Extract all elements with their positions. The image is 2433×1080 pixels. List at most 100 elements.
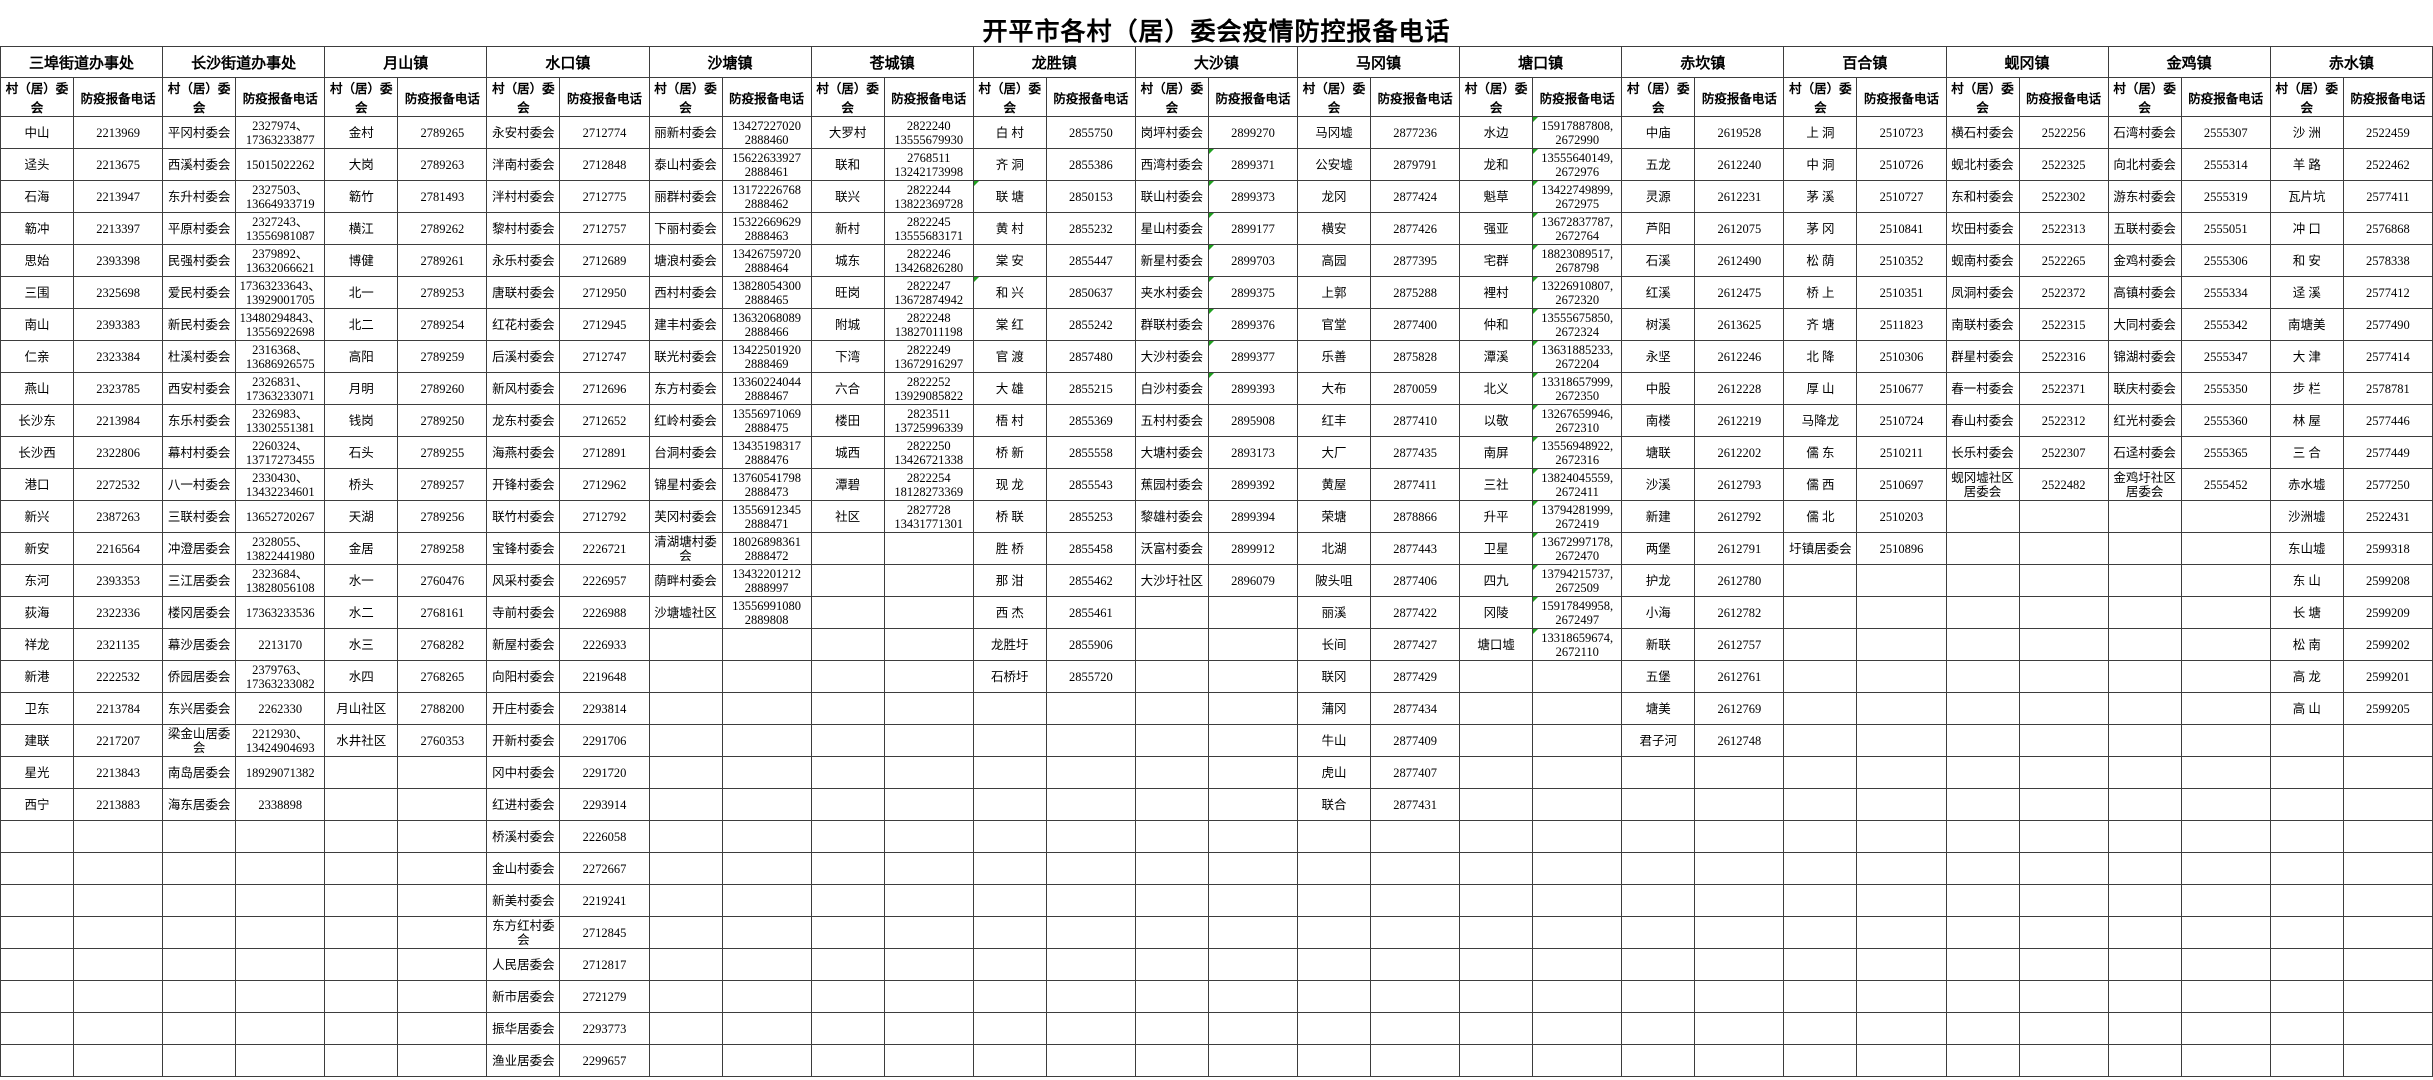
town-header: 龙胜镇 [972,46,1136,78]
village-cell [1783,980,1858,1013]
village-cell [972,948,1047,981]
phone-cell [721,820,812,853]
village-cell [972,820,1047,853]
phone-cell: 2213170 [235,628,326,661]
village-cell [1621,820,1696,853]
town-header: 金鸡镇 [2107,46,2271,78]
phone-cell [2180,852,2271,885]
village-cell: 现 龙 [972,468,1047,501]
phone-cell [1045,724,1136,757]
village-header-cell: 村（居）委会 [972,77,1047,117]
phone-cell: 2896079 [1207,564,1299,597]
phone-cell: 2789263 [397,148,488,181]
phone-cell [1856,820,1947,853]
phone-cell: 2510723 [1856,116,1947,149]
phone-cell [2342,820,2433,853]
table-row: 西宁 2213883 海东居委会 2338898 红进村委会 2293914 联合 28774… [0,788,2433,821]
phone-cell [721,852,812,885]
phone-cell: 13555640149, 2672976 [1532,148,1623,181]
village-cell [1783,692,1858,725]
village-cell: 高阳 [324,340,399,373]
phone-cell: 2712689 [559,244,650,277]
village-header-cell: 村（居）委会 [1134,77,1209,117]
village-cell: 六合 [810,372,885,405]
village-cell [810,1044,885,1077]
village-cell [1296,820,1372,853]
village-cell [1296,916,1372,949]
village-cell: 官堂 [1296,308,1372,341]
phone-cell [2180,596,2271,629]
village-cell [2269,788,2344,821]
phone-cell [721,628,812,661]
village-cell: 茅 冈 [1783,212,1858,245]
phone-cell [1532,980,1623,1013]
village-cell: 新美村委会 [486,884,561,917]
town-header: 水口镇 [486,46,650,78]
village-cell [1621,1012,1696,1045]
village-cell: 虎山 [1296,756,1372,789]
village-cell: 新市居委会 [486,980,561,1013]
village-cell [810,724,885,757]
village-cell [1783,820,1858,853]
phone-cell [397,1044,488,1077]
phone-cell [883,756,974,789]
village-cell [1783,1044,1858,1077]
village-cell [810,628,885,661]
phone-cell [397,788,488,821]
phone-cell: 13672837787, 2672764 [1532,212,1623,245]
phone-cell: 2877429 [1370,660,1461,693]
table-body: 中山 2213969 平冈村委会 2327974、 17363233877 金村 2789… [0,116,2433,1077]
phone-cell [883,948,974,981]
village-cell: 锦湖村委会 [2107,340,2182,373]
village-cell [648,1044,723,1077]
village-cell: 新星村委会 [1134,244,1209,277]
phone-cell [1207,916,1299,949]
village-cell: 新兴 [0,500,75,533]
phone-cell: 2822244 13822369728 [883,180,974,213]
village-cell: 永乐村委会 [486,244,561,277]
table-row: 星光 2213843 南岛居委会 18929071382 冈中村委会 2291720 虎山 2… [0,756,2433,789]
village-cell: 儒 西 [1783,468,1858,501]
phone-cell [2180,500,2271,533]
village-cell: 石头 [324,436,399,469]
village-cell [1134,916,1209,949]
phone-cell: 2217207 [73,724,164,757]
table-row: 荻海 2322336 楼冈居委会 17363233536 水二 2768161 寺前村委会 2… [0,596,2433,629]
phone-cell: 2522307 [2018,436,2109,469]
village-cell [324,884,399,917]
village-cell [810,820,885,853]
phone-cell [1856,724,1947,757]
phone-cell: 2855447 [1045,244,1136,277]
village-cell [1945,788,2020,821]
village-cell [1621,980,1696,1013]
phone-cell [2180,692,2271,725]
phone-cell: 2555342 [2180,308,2271,341]
phone-cell [397,820,488,853]
table-row: 祥龙 2321135 幕沙居委会 2213170 水三 2768282 新屋村委会 22269… [0,628,2433,661]
village-cell: 游东村委会 [2107,180,2182,213]
village-cell: 天湖 [324,500,399,533]
village-cell: 上 洞 [1783,116,1858,149]
town-header: 百合镇 [1783,46,1947,78]
village-cell: 水井社区 [324,724,399,757]
village-cell [324,980,399,1013]
village-cell: 齐 塘 [1783,308,1858,341]
village-cell: 公安墟 [1296,148,1372,181]
village-cell: 石湾村委会 [2107,116,2182,149]
phone-cell: 2877443 [1370,532,1461,565]
phone-cell: 2789255 [397,436,488,469]
phone-cell: 13226910807, 2672320 [1532,276,1623,309]
phone-header-cell: 防疫报备电话 [2018,77,2109,117]
village-header-cell: 村（居）委会 [0,77,75,117]
phone-cell [2180,980,2271,1013]
phone-cell [1207,980,1299,1013]
village-cell: 东方村委会 [648,372,723,405]
village-cell [1621,1044,1696,1077]
phone-cell [2018,564,2109,597]
phone-cell: 15322669629 2888463 [721,212,812,245]
phone-cell: 2822247 13672874942 [883,276,974,309]
phone-cell [1207,852,1299,885]
phone-cell [1856,948,1947,981]
phone-cell [1045,948,1136,981]
phone-cell [235,852,326,885]
